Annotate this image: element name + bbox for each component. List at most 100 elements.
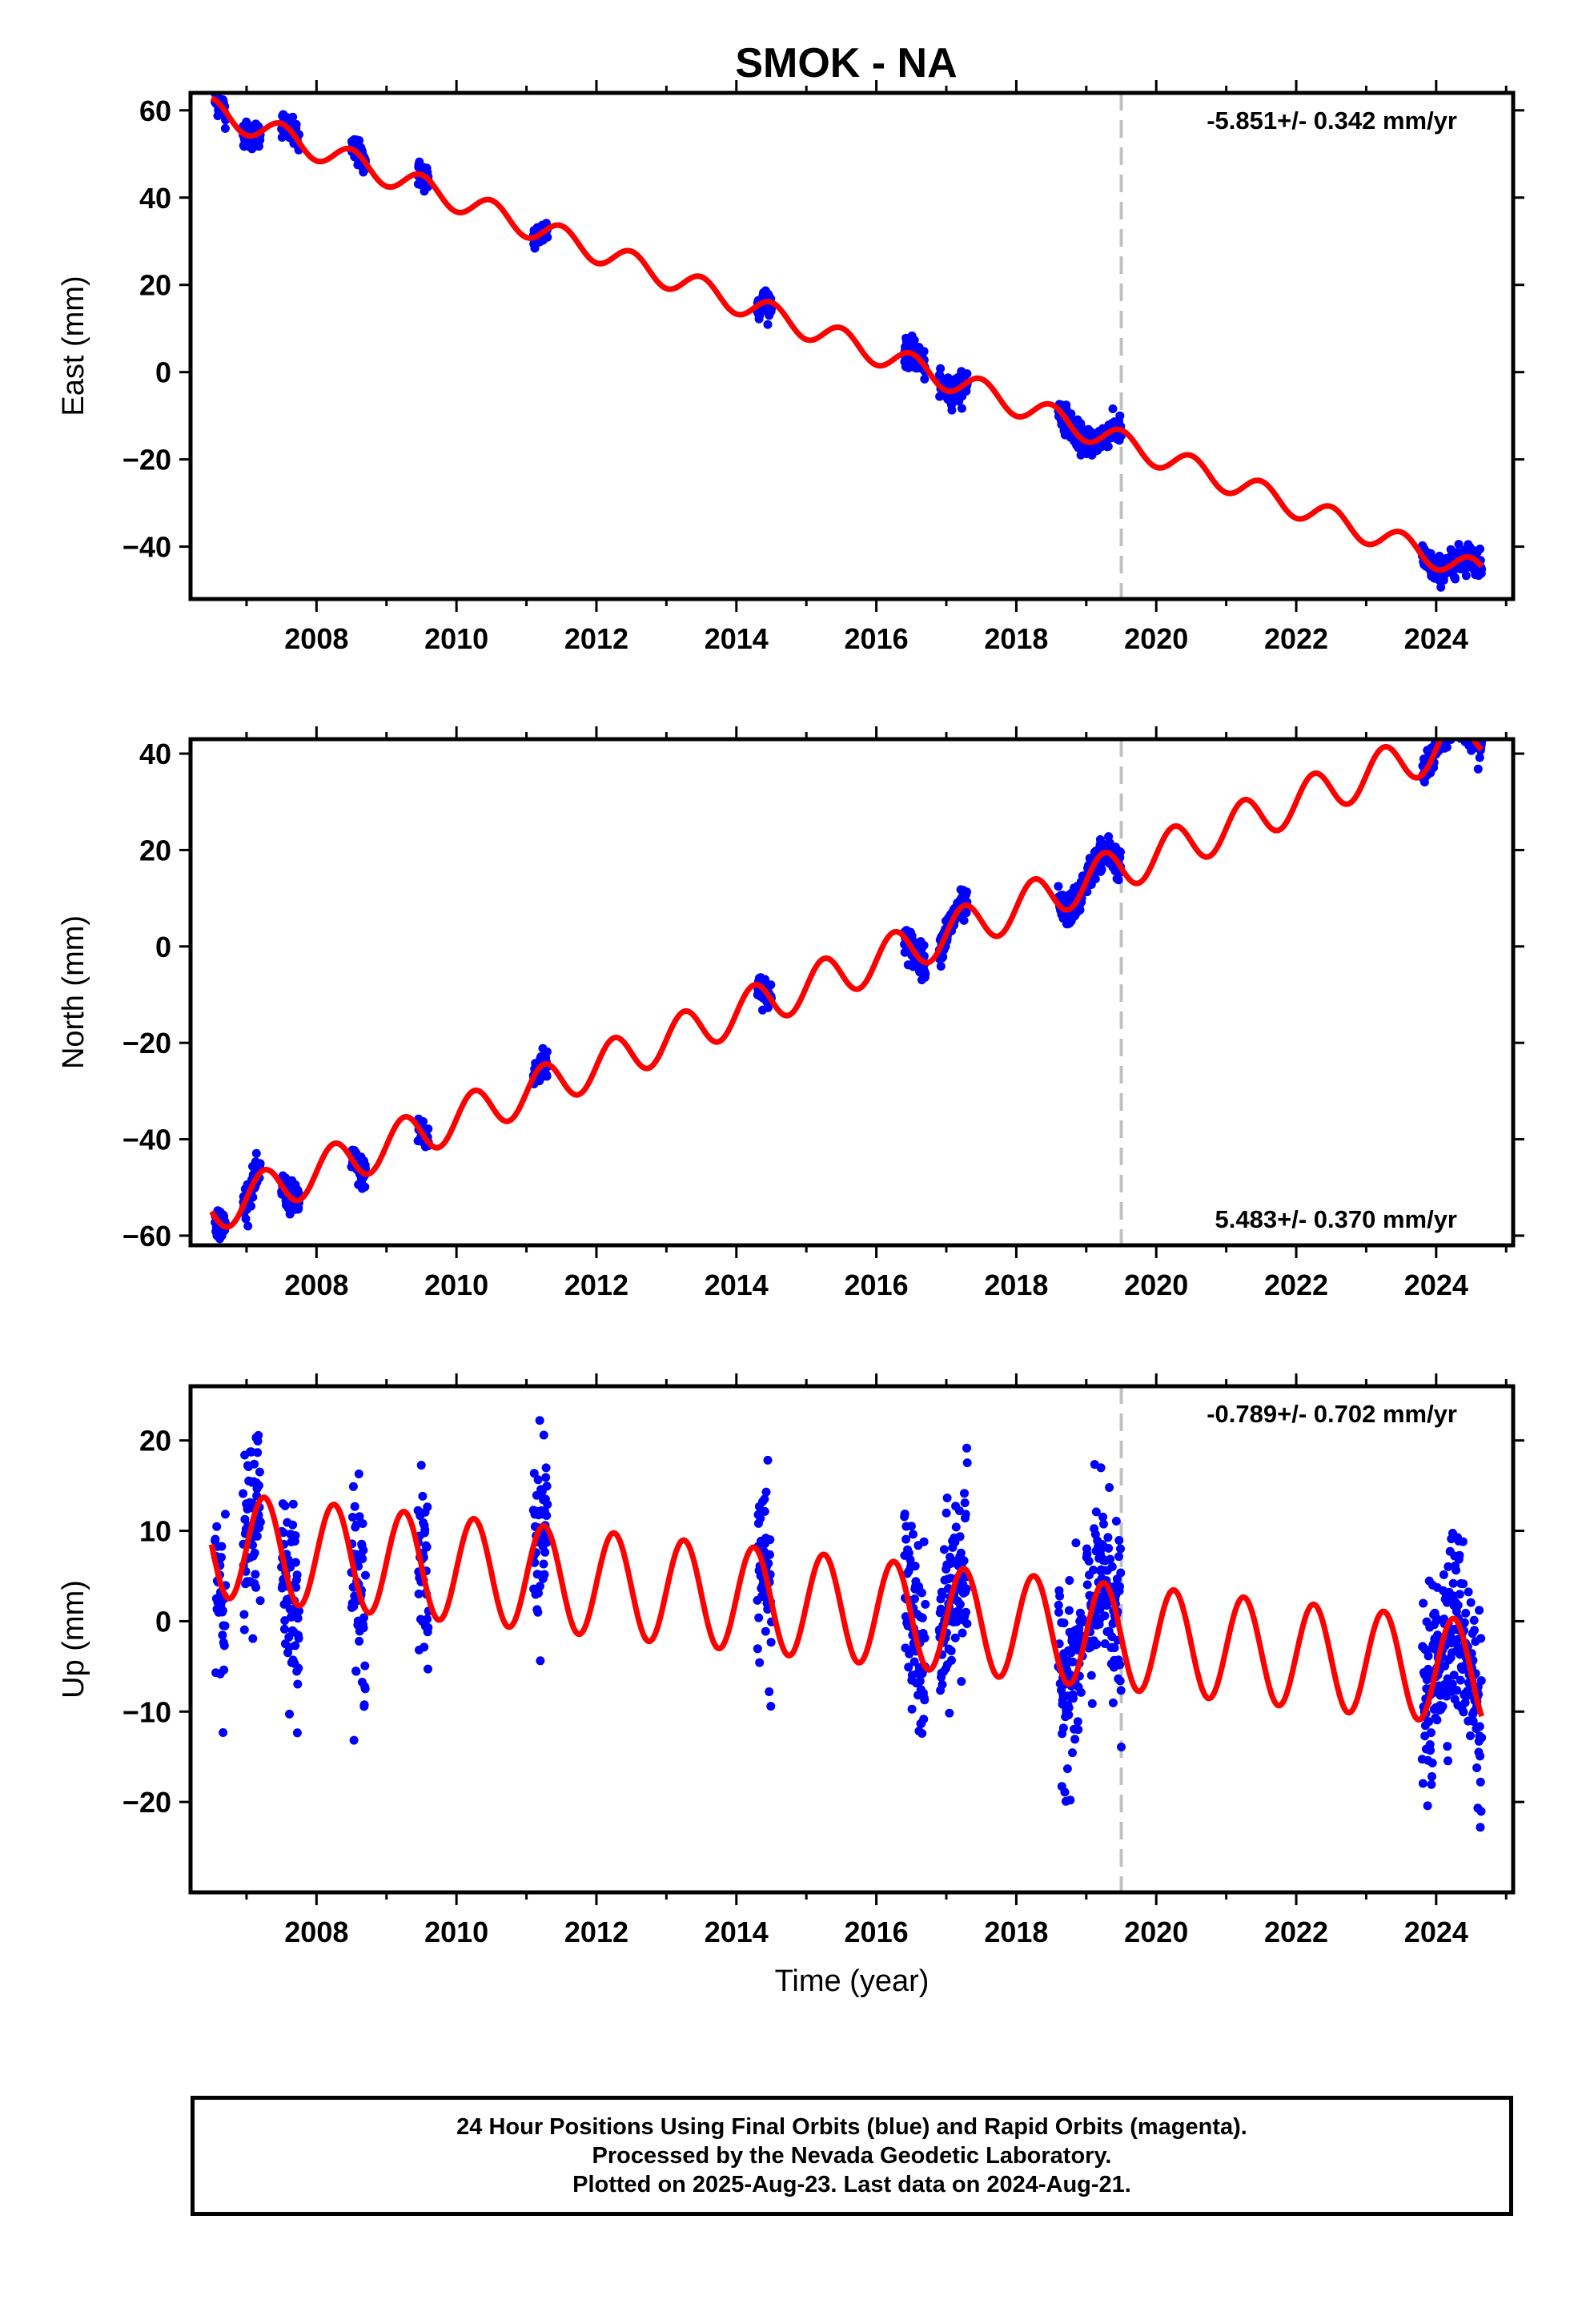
data-point [765, 1535, 775, 1545]
chart-title: SMOK - NA [735, 40, 957, 86]
data-point [1059, 1618, 1069, 1628]
data-point [1115, 1582, 1124, 1591]
data-point [1459, 1707, 1468, 1717]
data-point [354, 1470, 363, 1478]
data-point [1454, 723, 1463, 732]
data-point [1086, 1671, 1096, 1680]
data-point [355, 136, 364, 145]
data-point [239, 1489, 248, 1498]
data-point [962, 887, 971, 897]
data-point [1432, 1715, 1442, 1725]
data-point [1419, 1598, 1428, 1608]
data-point [919, 347, 929, 356]
data-point [347, 1513, 357, 1522]
data-point [295, 1606, 303, 1616]
data-point [962, 1458, 972, 1468]
data-point [962, 369, 972, 379]
data-point [1100, 1639, 1110, 1648]
x-tick-label: 2014 [705, 1916, 769, 1948]
data-point [1444, 714, 1453, 723]
data-point [1439, 1570, 1448, 1579]
data-point [1460, 719, 1468, 728]
data-point [1076, 1687, 1086, 1697]
data-point [1456, 711, 1464, 720]
data-point [1116, 1568, 1126, 1578]
data-point [1108, 1698, 1118, 1707]
data-point [1054, 1600, 1063, 1610]
data-point [1457, 729, 1466, 738]
data-point [539, 1430, 548, 1440]
data-point [534, 1588, 543, 1598]
data-point [962, 1619, 972, 1629]
data-point [1055, 1591, 1065, 1601]
data-point [1456, 1675, 1465, 1685]
data-point [1476, 1751, 1485, 1761]
plot-frame [188, 90, 1516, 601]
data-point [255, 1518, 265, 1527]
x-tick-label: 2008 [284, 622, 348, 655]
data-point [243, 1221, 253, 1231]
data-point [1084, 1556, 1094, 1566]
data-point [1116, 1686, 1126, 1695]
data-point [1456, 720, 1464, 729]
data-point [1452, 718, 1461, 726]
data-point [1099, 1519, 1108, 1529]
data-point [761, 1487, 771, 1497]
y-tick-label: −20 [122, 1027, 171, 1059]
data-point [1442, 711, 1451, 720]
data-point [1454, 723, 1463, 732]
model-curve [210, 95, 1484, 573]
x-tick-label: 2014 [705, 622, 769, 655]
data-point [936, 364, 946, 373]
y-axis-label: North (mm) [57, 915, 90, 1069]
y-axis-label: East (mm) [57, 275, 90, 416]
data-point [909, 1530, 917, 1539]
data-point [1114, 1552, 1123, 1562]
data-point [294, 1663, 303, 1673]
data-point [1418, 1779, 1427, 1788]
data-point [1444, 711, 1453, 720]
data-point [1476, 1777, 1485, 1787]
data-point [1105, 1483, 1114, 1492]
data-point [959, 915, 969, 925]
data-point [250, 1459, 259, 1469]
data-point [291, 1582, 301, 1592]
data-point [1464, 725, 1473, 734]
data-point [1447, 1679, 1457, 1689]
data-point [1449, 715, 1458, 724]
data-point [1463, 725, 1472, 734]
data-point [1436, 724, 1445, 733]
data-point [1444, 710, 1453, 719]
data-point [533, 1475, 543, 1485]
data-point [1115, 411, 1125, 420]
x-tick-label: 2020 [1124, 622, 1188, 655]
data-point [951, 1522, 961, 1532]
data-point [1451, 574, 1460, 584]
data-point [291, 1531, 300, 1540]
data-point [1449, 1671, 1459, 1680]
data-point [1448, 712, 1457, 721]
data-point [904, 1663, 913, 1672]
data-point [917, 1588, 926, 1598]
data-point [767, 304, 776, 314]
y-tick-label: 0 [155, 931, 171, 963]
y-tick-label: −40 [122, 531, 171, 564]
data-point [1443, 1742, 1452, 1751]
data-point [763, 320, 773, 329]
data-point [1464, 1690, 1474, 1699]
data-point [907, 1704, 917, 1714]
data-point [1451, 716, 1460, 725]
plot-frame [188, 1384, 1516, 1895]
data-point [355, 1512, 364, 1522]
data-point [358, 1554, 367, 1563]
data-point [1460, 1618, 1469, 1627]
data-point [1456, 722, 1464, 730]
data-point [1455, 1550, 1464, 1560]
data-point [1460, 715, 1468, 724]
data-point [359, 1623, 368, 1633]
y-tick-label: 20 [139, 834, 171, 866]
data-point [901, 1534, 911, 1544]
data-points [211, 1416, 1487, 1832]
data-point [957, 1677, 966, 1687]
data-point [422, 1542, 432, 1552]
